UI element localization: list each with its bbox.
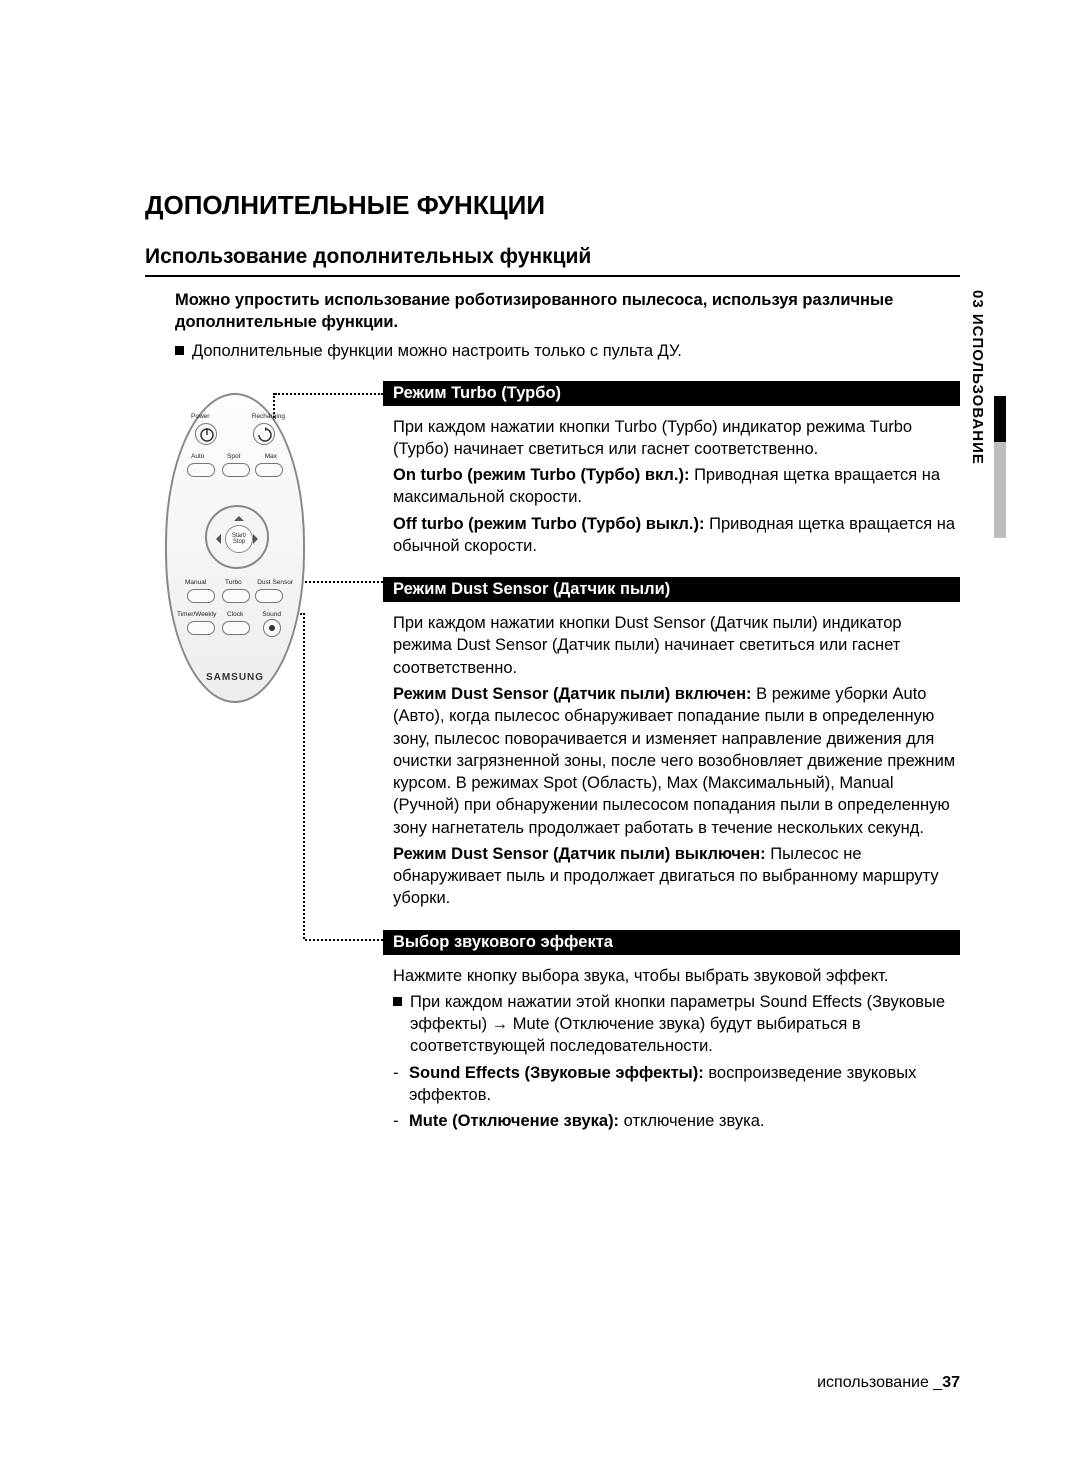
remote-clock-button	[222, 621, 250, 635]
remote-label-auto: Auto	[191, 453, 204, 460]
intro-bullet-row: Дополнительные функции можно настроить т…	[175, 340, 960, 363]
chapter-tab: 03 ИСПОЛЬЗОВАНИЕ	[969, 290, 986, 465]
connector-line	[303, 613, 305, 939]
sound-p1: Нажмите кнопку выбора звука, чтобы выбра…	[393, 965, 956, 987]
remote-label-timer: Timer/Weekly	[177, 611, 216, 618]
square-bullet-icon	[175, 346, 184, 355]
remote-auto-button	[187, 463, 215, 477]
square-bullet-icon	[393, 997, 402, 1006]
connector-line	[305, 939, 383, 941]
section-body-turbo: При каждом нажатии кнопки Turbo (Турбо) …	[383, 416, 960, 578]
sound-li1: При каждом нажатии этой кнопки параметры…	[393, 991, 956, 1058]
dpad-left-icon	[211, 534, 221, 544]
remote-label-dust: Dust Sensor	[257, 579, 293, 586]
remote-power-button	[195, 423, 217, 445]
remote-dpad: Start/ Stop	[205, 505, 269, 569]
remote-spot-button	[222, 463, 250, 477]
side-marker-light	[994, 442, 1006, 538]
dust-p3: Режим Dust Sensor (Датчик пыли) выключен…	[393, 843, 956, 910]
remote-label-sound: Sound	[262, 611, 281, 618]
remote-turbo-button	[222, 589, 250, 603]
intro-bullet-text: Дополнительные функции можно настроить т…	[192, 340, 682, 363]
section-bar-dust: Режим Dust Sensor (Датчик пыли)	[383, 577, 960, 602]
side-marker-dark	[994, 396, 1006, 442]
section-body-dust: При каждом нажатии кнопки Dust Sensor (Д…	[383, 612, 960, 929]
intro-bold-text: Можно упростить использование роботизиро…	[175, 289, 960, 334]
remote-manual-button	[187, 589, 215, 603]
turbo-p3: Off turbo (режим Turbo (Турбо) выкл.): П…	[393, 513, 956, 558]
section-bar-sound: Выбор звукового эффекта	[383, 930, 960, 955]
remote-label-power: Power	[191, 413, 209, 420]
remote-brand: SAMSUNG	[167, 672, 303, 683]
remote-label-manual: Manual	[185, 579, 206, 586]
dpad-up-icon	[234, 511, 244, 521]
page-title: ДОПОЛНИТЕЛЬНЫЕ ФУНКЦИИ	[145, 190, 960, 221]
turbo-p1: При каждом нажатии кнопки Turbo (Турбо) …	[393, 416, 956, 461]
remote-label-spot: Spot	[227, 453, 240, 460]
dust-p2: Режим Dust Sensor (Датчик пыли) включен:…	[393, 683, 956, 839]
remote-illustration: Power Recharging Auto Spot Max	[165, 393, 305, 703]
sound-li2: - Sound Effects (Звуковые эффекты): восп…	[393, 1062, 956, 1107]
connector-line	[275, 393, 383, 395]
divider	[145, 275, 960, 277]
turbo-p2: On turbo (режим Turbo (Турбо) вкл.): При…	[393, 464, 956, 509]
remote-label-turbo: Turbo	[225, 579, 242, 586]
remote-sound-button	[263, 619, 281, 637]
remote-label-clock: Clock	[227, 611, 243, 618]
remote-label-max: Max	[265, 453, 277, 460]
remote-max-button	[255, 463, 283, 477]
remote-label-recharging: Recharging	[252, 413, 285, 420]
dust-p1: При каждом нажатии кнопки Dust Sensor (Д…	[393, 612, 956, 679]
remote-startstop-button: Start/ Stop	[225, 525, 253, 553]
section-body-sound: Нажмите кнопку выбора звука, чтобы выбра…	[383, 965, 960, 1149]
section-bar-turbo: Режим Turbo (Турбо)	[383, 381, 960, 406]
dash-bullet-icon: -	[393, 1062, 403, 1084]
footer-page: 37	[942, 1374, 960, 1391]
sound-li3: - Mute (Отключение звука): отключение зв…	[393, 1110, 956, 1132]
dash-bullet-icon: -	[393, 1110, 403, 1132]
page-subtitle: Использование дополнительных функций	[145, 245, 960, 269]
dpad-right-icon	[253, 534, 263, 544]
footer: использование _37	[817, 1374, 960, 1392]
footer-label: использование _	[817, 1374, 942, 1391]
remote-timer-button	[187, 621, 215, 635]
remote-recharge-button	[253, 423, 275, 445]
remote-dust-button	[255, 589, 283, 603]
